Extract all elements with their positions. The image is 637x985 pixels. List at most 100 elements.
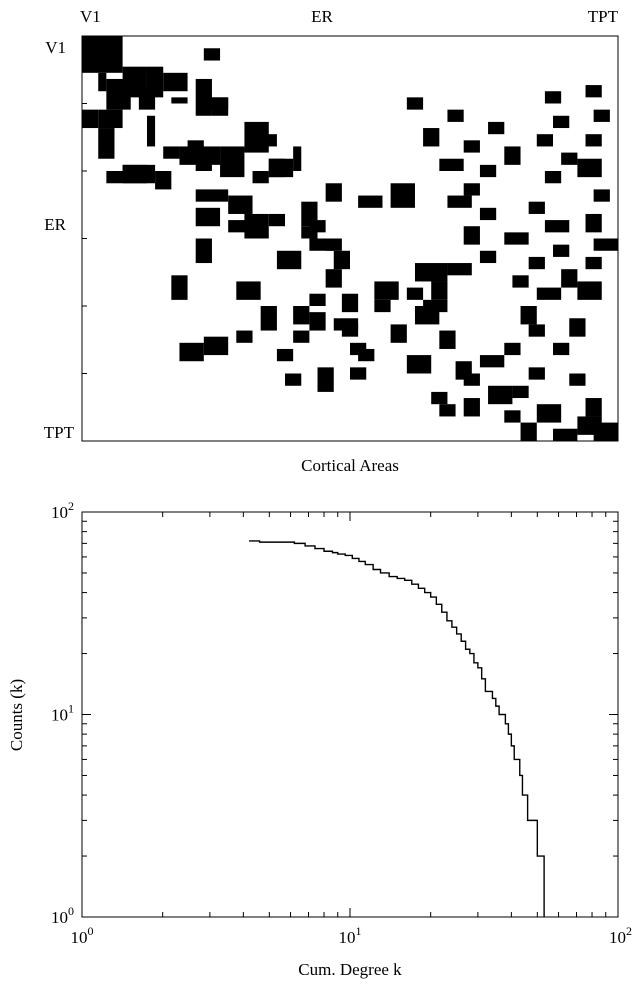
matrix-connection-block (463, 183, 480, 196)
matrix-connection-block (163, 72, 188, 92)
matrix-connection-block (585, 256, 602, 270)
matrix-connection-block (203, 48, 221, 61)
matrix-top-label-v1: V1 (80, 7, 101, 26)
matrix-left-label-v1: V1 (45, 38, 66, 57)
matrix-left-label-tpt: TPT (44, 423, 75, 442)
matrix-connection-block (414, 306, 440, 325)
matrix-connection-block (528, 367, 545, 380)
degree-distribution-panel: 100 101 102 100 101 102 Counts (k) Cum. Degre… (7, 499, 632, 979)
matrix-connection-block (585, 85, 602, 98)
matrix-connection-block (504, 146, 521, 165)
matrix-connection-block (268, 158, 286, 178)
x-tick-label: 100 (71, 924, 94, 947)
x-axis-label: Cum. Degree k (298, 960, 402, 979)
matrix-connection-block (585, 213, 602, 233)
matrix-connection-block (333, 250, 350, 270)
matrix-connection-block (447, 195, 472, 208)
matrix-connection-block (82, 36, 123, 73)
matrix-connection-block (520, 306, 537, 325)
matrix-connection-block (406, 355, 432, 374)
matrix-connection-block (358, 195, 383, 208)
matrix-connection-block (479, 207, 497, 221)
matrix-connection-block (528, 256, 545, 270)
matrix-connection-block (504, 232, 529, 245)
y-axis-label: Counts (k) (7, 679, 26, 751)
matrix-connection-block (544, 171, 562, 184)
matrix-connection-block (195, 158, 212, 171)
matrix-connection-block (528, 324, 545, 337)
matrix-connection-block (569, 373, 586, 386)
matrix-connection-block (463, 140, 480, 153)
matrix-connection-block (553, 115, 570, 129)
matrix-connection-block (82, 109, 99, 129)
matrix-connection-block (431, 281, 448, 300)
matrix-connection-block (236, 330, 253, 343)
matrix-connection-block (276, 250, 302, 270)
matrix-connection-block (358, 348, 375, 362)
matrix-connection-block (203, 336, 229, 356)
matrix-connection-block (447, 109, 464, 122)
matrix-connection-block (536, 134, 554, 147)
log-ticks (81, 511, 619, 918)
matrix-cells (82, 36, 618, 441)
matrix-connection-block (203, 97, 229, 110)
matrix-connection-block (439, 330, 456, 349)
matrix-connection-block (122, 164, 147, 184)
matrix-connection-block (504, 342, 521, 356)
matrix-connection-block (431, 391, 448, 405)
matrix-connection-block (228, 220, 261, 233)
matrix-connection-block (488, 121, 505, 135)
matrix-connection-block (260, 306, 277, 331)
matrix-connection-block (488, 385, 513, 405)
matrix-connection-block (98, 109, 123, 129)
matrix-connection-block (577, 281, 602, 300)
matrix-connection-block (463, 226, 480, 245)
matrix-connection-block (163, 146, 180, 159)
matrix-connection-block (528, 201, 545, 214)
matrix-connection-block (325, 238, 342, 251)
matrix-connection-block (325, 269, 342, 288)
matrix-connection-block (553, 428, 578, 441)
matrix-connection-block (146, 66, 164, 98)
matrix-connection-block (593, 109, 610, 122)
matrix-connection-block (585, 398, 602, 417)
matrix-connection-block (390, 324, 407, 343)
matrix-connection-block (423, 128, 440, 147)
matrix-connection-block (276, 348, 294, 362)
matrix-connection-block (374, 281, 399, 300)
matrix-connection-block (479, 164, 497, 178)
matrix-connection-block (561, 152, 578, 165)
matrix-connection-block (406, 97, 424, 110)
matrix-connection-block (504, 410, 521, 423)
matrix-connection-block (414, 263, 448, 282)
matrix-connection-block (268, 213, 286, 227)
matrix-connection-block (593, 189, 610, 202)
matrix-connection-block (171, 275, 188, 300)
x-tick-label: 101 (339, 924, 362, 947)
matrix-connection-block (536, 287, 562, 300)
matrix-connection-block (341, 293, 359, 313)
matrix-connection-block (228, 195, 253, 214)
matrix-connection-block (350, 367, 367, 380)
y-tick-label: 100 (51, 904, 74, 927)
matrix-connection-block (439, 404, 456, 417)
matrix-connection-block (479, 355, 505, 368)
matrix-connection-block (293, 306, 310, 325)
matrix-connection-block (309, 312, 326, 331)
matrix-top-label-er: ER (311, 7, 333, 26)
matrix-connection-block (512, 385, 529, 399)
matrix-left-label-er: ER (44, 215, 66, 234)
matrix-connection-block (341, 324, 359, 337)
matrix-connection-block (252, 134, 277, 147)
matrix-connection-block (406, 287, 424, 300)
matrix-connection-block (106, 171, 123, 184)
matrix-connection-block (536, 404, 562, 423)
matrix-connection-block (447, 263, 472, 276)
matrix-connection-block (553, 244, 570, 257)
matrix-connection-block (553, 342, 570, 356)
matrix-connection-block (155, 171, 172, 190)
connectivity-matrix-panel: V1 ER TPT V1 ER TPT Cortical Areas (44, 7, 619, 475)
matrix-connection-block (293, 146, 302, 171)
matrix-connection-block (561, 269, 578, 288)
matrix-connection-block (187, 140, 204, 153)
